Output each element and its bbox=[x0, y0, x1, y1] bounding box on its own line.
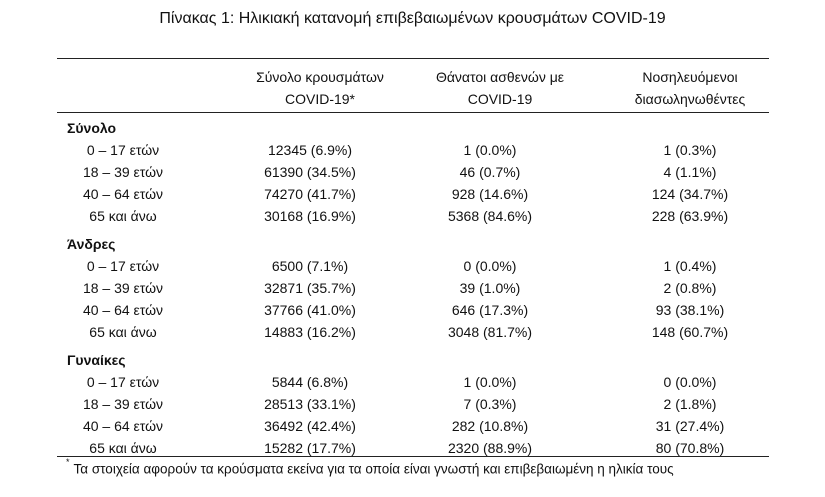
table-row: 40 – 64 ετών 74270 (41.7%) 928 (14.6%) 1… bbox=[57, 183, 769, 205]
table-body: Σύνολο 0 – 17 ετών 12345 (6.9%) 1 (0.0%)… bbox=[57, 117, 769, 459]
deaths-cell: 39 (1.0%) bbox=[459, 280, 521, 296]
header-intubated-line1: Νοσηλευόμενοι bbox=[642, 69, 738, 85]
deaths-cell: 5368 (84.6%) bbox=[447, 208, 533, 224]
age-label: 40 – 64 ετών bbox=[82, 302, 164, 318]
cases-cell: 14883 (16.2%) bbox=[264, 324, 356, 340]
header-deaths-line1: Θάνατοι ασθενών με bbox=[435, 69, 565, 85]
deaths-cell: 7 (0.3%) bbox=[463, 396, 517, 412]
table-row: 18 – 39 ετών 61390 (34.5%) 46 (0.7%) 4 (… bbox=[57, 161, 769, 183]
age-label: 18 – 39 ετών bbox=[82, 396, 164, 412]
footnote-text: Τα στοιχεία αφορούν τα κρούσματα εκείνα … bbox=[73, 461, 674, 477]
cases-cell: 28513 (33.1%) bbox=[264, 396, 356, 412]
intubated-cell: 0 (0.0%) bbox=[663, 374, 717, 390]
age-label: 18 – 39 ετών bbox=[82, 164, 164, 180]
table-row: 0 – 17 ετών 12345 (6.9%) 1 (0.0%) 1 (0.3… bbox=[57, 139, 769, 161]
deaths-cell: 0 (0.0%) bbox=[463, 258, 517, 274]
intubated-cell: 1 (0.3%) bbox=[663, 142, 717, 158]
header-rule bbox=[57, 112, 769, 113]
header-total-cases-line1: Σύνολο κρουσμάτων bbox=[256, 69, 384, 85]
cases-cell: 37766 (41.0%) bbox=[264, 302, 356, 318]
header-deaths-line2: COVID-19 bbox=[467, 91, 533, 107]
table-row: 65 και άνω 15282 (17.7%) 2320 (88.9%) 80… bbox=[57, 437, 769, 459]
table-row: 18 – 39 ετών 28513 (33.1%) 7 (0.3%) 2 (1… bbox=[57, 393, 769, 415]
cases-cell: 30168 (16.9%) bbox=[264, 208, 356, 224]
deaths-cell: 928 (14.6%) bbox=[451, 186, 529, 202]
intubated-cell: 1 (0.4%) bbox=[663, 258, 717, 274]
cases-cell: 32871 (35.7%) bbox=[264, 280, 356, 296]
group-title: Άνδρες bbox=[67, 236, 116, 252]
deaths-cell: 282 (10.8%) bbox=[451, 418, 529, 434]
age-label: 18 – 39 ετών bbox=[82, 280, 164, 296]
age-label: 65 και άνω bbox=[89, 440, 157, 456]
cases-cell: 12345 (6.9%) bbox=[267, 142, 353, 158]
group-women: Γυναίκες 0 – 17 ετών 5844 (6.8%) 1 (0.0%… bbox=[57, 349, 769, 459]
age-label: 0 – 17 ετών bbox=[86, 258, 160, 274]
cases-cell: 5844 (6.8%) bbox=[271, 374, 349, 390]
table-row: 18 – 39 ετών 32871 (35.7%) 39 (1.0%) 2 (… bbox=[57, 277, 769, 299]
age-label: 40 – 64 ετών bbox=[82, 186, 164, 202]
table-title: Πίνακας 1: Ηλικιακή κατανομή επιβεβαιωμέ… bbox=[159, 10, 666, 27]
deaths-cell: 46 (0.7%) bbox=[459, 164, 521, 180]
intubated-cell: 2 (0.8%) bbox=[663, 280, 717, 296]
top-rule bbox=[57, 58, 769, 59]
deaths-cell: 1 (0.0%) bbox=[463, 374, 517, 390]
age-label: 0 – 17 ετών bbox=[86, 142, 160, 158]
age-label: 40 – 64 ετών bbox=[82, 418, 164, 434]
deaths-cell: 3048 (81.7%) bbox=[447, 324, 533, 340]
group-total: Σύνολο 0 – 17 ετών 12345 (6.9%) 1 (0.0%)… bbox=[57, 117, 769, 227]
cases-cell: 36492 (42.4%) bbox=[264, 418, 356, 434]
cases-cell: 15282 (17.7%) bbox=[264, 440, 356, 456]
intubated-cell: 93 (38.1%) bbox=[655, 302, 725, 318]
cases-cell: 74270 (41.7%) bbox=[264, 186, 356, 202]
intubated-cell: 2 (1.8%) bbox=[663, 396, 717, 412]
intubated-cell: 228 (63.9%) bbox=[651, 208, 729, 224]
table-row: 40 – 64 ετών 36492 (42.4%) 282 (10.8%) 3… bbox=[57, 415, 769, 437]
header-total-cases-line2: COVID-19* bbox=[284, 91, 356, 107]
header-deaths: Θάνατοι ασθενών με COVID-19 bbox=[420, 66, 580, 110]
age-label: 65 και άνω bbox=[89, 324, 157, 340]
table-row: 65 και άνω 30168 (16.9%) 5368 (84.6%) 22… bbox=[57, 205, 769, 227]
table-row: 65 και άνω 14883 (16.2%) 3048 (81.7%) 14… bbox=[57, 321, 769, 343]
age-label: 65 και άνω bbox=[89, 208, 157, 224]
intubated-cell: 80 (70.8%) bbox=[655, 440, 725, 456]
header-intubated-line2: διασωληνωθέντες bbox=[634, 91, 746, 107]
header-intubated: Νοσηλευόμενοι διασωληνωθέντες bbox=[600, 66, 780, 110]
table-row: 0 – 17 ετών 6500 (7.1%) 0 (0.0%) 1 (0.4%… bbox=[57, 255, 769, 277]
footnote: * Τα στοιχεία αφορούν τα κρούσματα εκείνα… bbox=[66, 457, 674, 477]
footnote-marker: * bbox=[66, 457, 70, 467]
table-row: 0 – 17 ετών 5844 (6.8%) 1 (0.0%) 0 (0.0%… bbox=[57, 371, 769, 393]
deaths-cell: 1 (0.0%) bbox=[463, 142, 517, 158]
intubated-cell: 4 (1.1%) bbox=[663, 164, 717, 180]
cases-cell: 6500 (7.1%) bbox=[271, 258, 349, 274]
header-total-cases: Σύνολο κρουσμάτων COVID-19* bbox=[240, 66, 400, 110]
group-title: Γυναίκες bbox=[67, 352, 126, 368]
group-men: Άνδρες 0 – 17 ετών 6500 (7.1%) 0 (0.0%) … bbox=[57, 233, 769, 343]
group-title: Σύνολο bbox=[67, 120, 117, 136]
intubated-cell: 148 (60.7%) bbox=[651, 324, 729, 340]
deaths-cell: 2320 (88.9%) bbox=[447, 440, 533, 456]
bottom-rule bbox=[57, 456, 769, 457]
intubated-cell: 124 (34.7%) bbox=[651, 186, 729, 202]
intubated-cell: 31 (27.4%) bbox=[655, 418, 725, 434]
age-label: 0 – 17 ετών bbox=[86, 374, 160, 390]
deaths-cell: 646 (17.3%) bbox=[451, 302, 529, 318]
cases-cell: 61390 (34.5%) bbox=[264, 164, 356, 180]
table-row: 40 – 64 ετών 37766 (41.0%) 646 (17.3%) 9… bbox=[57, 299, 769, 321]
